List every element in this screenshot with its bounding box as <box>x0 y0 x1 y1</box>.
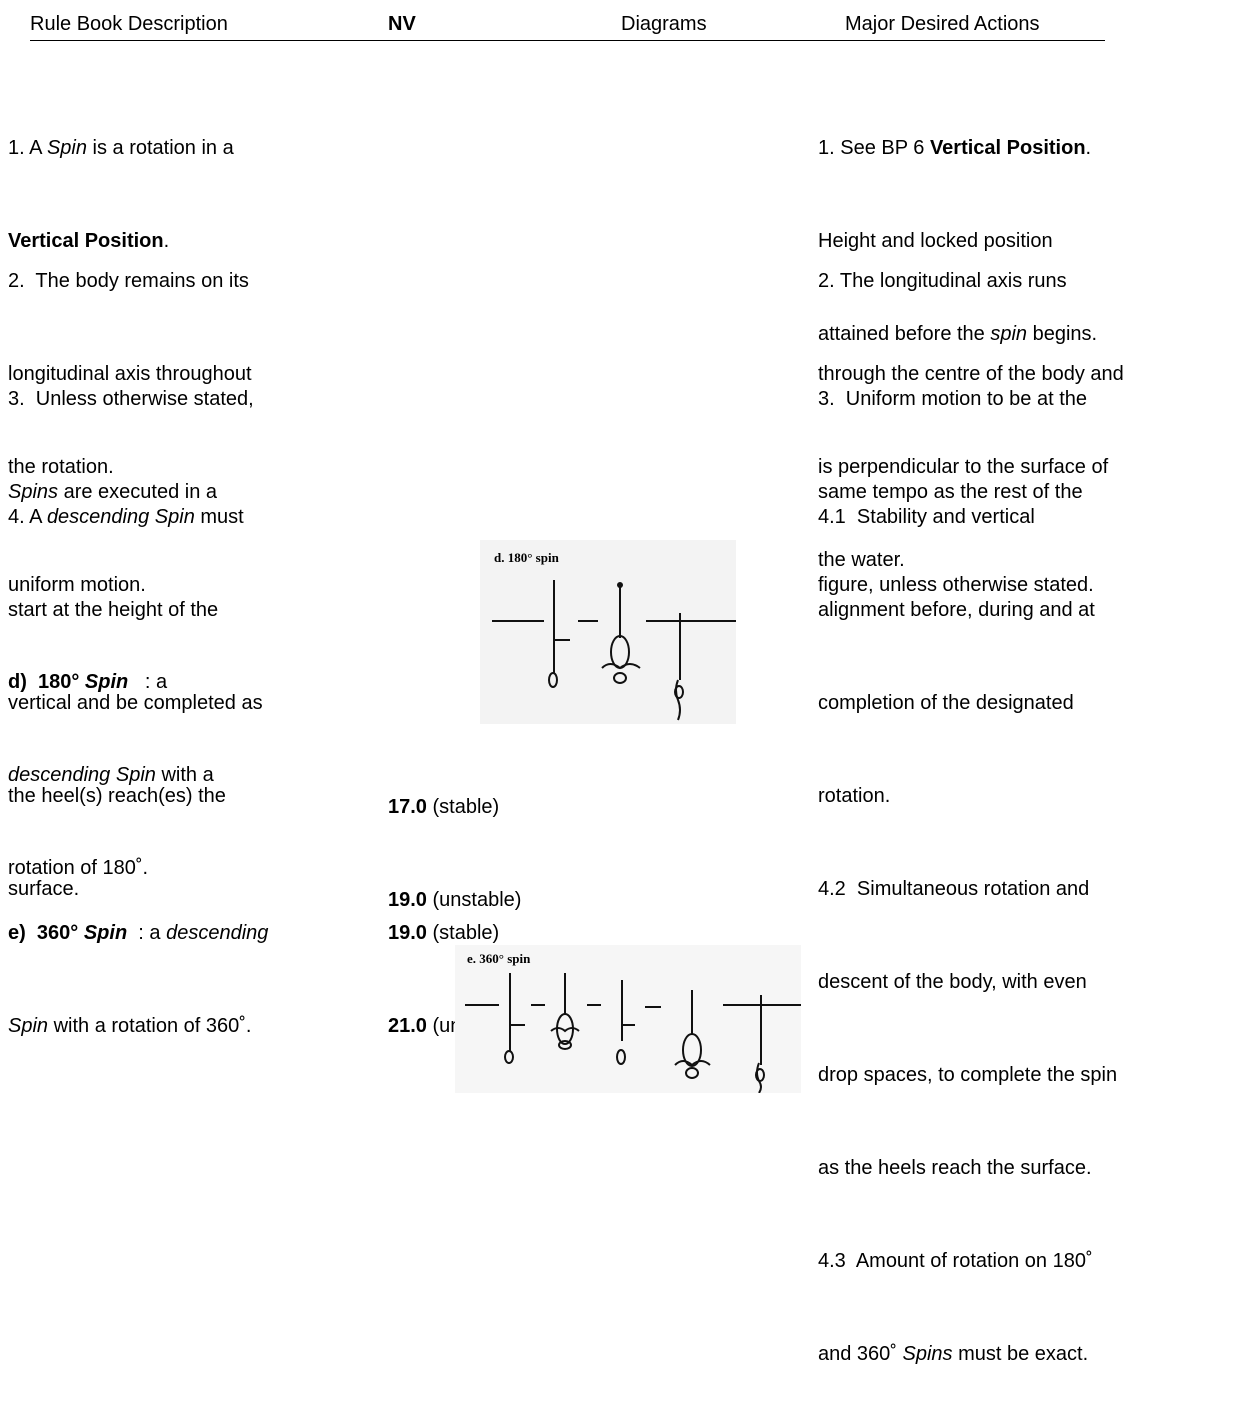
diagram-background <box>480 540 736 724</box>
text: the water. <box>818 549 905 571</box>
text: 2. The longitudinal axis runs <box>818 270 1067 292</box>
text: completion of the designated <box>818 692 1074 714</box>
text: with a <box>155 764 214 786</box>
text: 3. Uniform motion to be at the <box>818 388 1088 410</box>
text: 3. Unless otherwise stated, <box>8 388 254 410</box>
text: must be exact. <box>952 1343 1089 1365</box>
text: Spins <box>902 1343 953 1365</box>
description: d) 180° Spin : a descending Spin with a … <box>8 605 214 915</box>
text: drop spaces, to complete the spin <box>818 1064 1118 1086</box>
text: rotation. <box>818 785 891 807</box>
diagram: d. 180° spin <box>480 540 736 724</box>
text: . <box>163 230 170 252</box>
column-header: Diagrams <box>621 13 707 35</box>
text: figure, unless otherwise stated. <box>818 574 1094 596</box>
text: 19.0 <box>388 922 427 944</box>
text: Spin <box>8 1015 49 1037</box>
page: {"header": ["Rule Book Description", "NV… <box>8 10 1124 1365</box>
text: 4. A <box>8 506 47 528</box>
text: : a <box>128 671 168 693</box>
text: Vertical Position <box>929 137 1086 159</box>
text: and 360˚ <box>818 1343 903 1365</box>
description: 3. Unless otherwise stated, Spins are ex… <box>8 322 254 632</box>
text: Height and locked position <box>818 230 1053 252</box>
text: Spins <box>8 481 59 503</box>
text: attained before the <box>818 323 991 345</box>
actions: 1. See BP 6 Vertical Position. Height an… <box>818 71 1097 381</box>
text: 2. The body remains on its <box>8 270 249 292</box>
text: begins. <box>1027 323 1098 345</box>
text: (stable) <box>426 922 500 944</box>
text: start at the height of the <box>8 599 219 621</box>
column-header: NV <box>388 13 416 35</box>
text: Vertical Position <box>8 230 164 252</box>
text: e) 360° <box>8 922 84 944</box>
text: the heel(s) reach(es) the <box>8 785 226 807</box>
text: uniform motion. <box>8 574 146 596</box>
text: is perpendicular to the surface of <box>818 456 1109 478</box>
text: 17.0 <box>388 796 427 818</box>
text: vertical and be completed as <box>8 692 263 714</box>
text: (stable) <box>426 796 500 818</box>
text: 1. See BP 6 <box>818 137 930 159</box>
text: 21.0 <box>388 1015 427 1037</box>
description: 1. A Spin is a rotation in a Vertical Po… <box>8 71 234 288</box>
description: e) 360° Spin : a descending Spin with a … <box>8 856 268 1073</box>
diagram-background <box>455 945 801 1093</box>
text: Spin <box>83 922 128 944</box>
text: are executed in a <box>58 481 218 503</box>
text: same tempo as the rest of the <box>818 481 1083 503</box>
diagram-label: e. 360° spin <box>467 951 531 966</box>
header-row: Rule Book Description NV Diagrams Major … <box>30 10 1105 41</box>
text: Spin <box>46 137 87 159</box>
diagram: e. 360° spin <box>455 945 801 1093</box>
text: descending <box>166 922 269 944</box>
description: 2. The body remains on its longitudinal … <box>8 204 252 514</box>
figure-drawing <box>465 973 801 1093</box>
text: the rotation. <box>8 456 114 478</box>
scores: 17.0 (stable) 19.0 (unstable) <box>388 730 521 947</box>
actions: 4.1 Stability and vertical alignment bef… <box>818 440 1117 1401</box>
text: descending Spin <box>46 506 195 528</box>
text: surface. <box>8 878 80 900</box>
text: 4.3 Amount of rotation on 180˚ <box>818 1250 1093 1272</box>
column-header: Major Desired Actions <box>845 13 1040 35</box>
column-header: Rule Book Description <box>30 13 228 35</box>
description: 4. A descending Spin must start at the h… <box>8 440 263 936</box>
text: longitudinal axis throughout <box>8 363 252 385</box>
document: Rule Book Description NV Diagrams Major … <box>8 10 1124 1365</box>
text: rotation of 180˚. <box>8 857 149 879</box>
text: with a rotation of 360˚. <box>48 1015 252 1037</box>
text: must <box>194 506 244 528</box>
text: as the heels reach the surface. <box>818 1157 1092 1179</box>
text: (unstable) <box>426 889 522 911</box>
text: : a <box>127 922 167 944</box>
text: 1. A <box>8 137 47 159</box>
text: 4.2 Simultaneous rotation and <box>818 878 1090 900</box>
text: . <box>1085 137 1092 159</box>
text: is a rotation in a <box>86 137 234 159</box>
diagram-label: d. 180° spin <box>494 550 560 565</box>
actions: 3. Uniform motion to be at the same temp… <box>818 322 1094 632</box>
actions: 2. The longitudinal axis runs through th… <box>818 204 1124 607</box>
text: 4.1 Stability and vertical <box>818 506 1035 528</box>
text: through the centre of the body and <box>818 363 1124 385</box>
figure-drawing <box>492 580 736 721</box>
text: descending Spin <box>8 764 156 786</box>
text: 19.0 <box>388 889 427 911</box>
text: spin <box>990 323 1028 345</box>
text: alignment before, during and at <box>818 599 1095 621</box>
text: Spin <box>84 671 129 693</box>
text: descent of the body, with even <box>818 971 1087 993</box>
text: d) 180° <box>8 671 85 693</box>
